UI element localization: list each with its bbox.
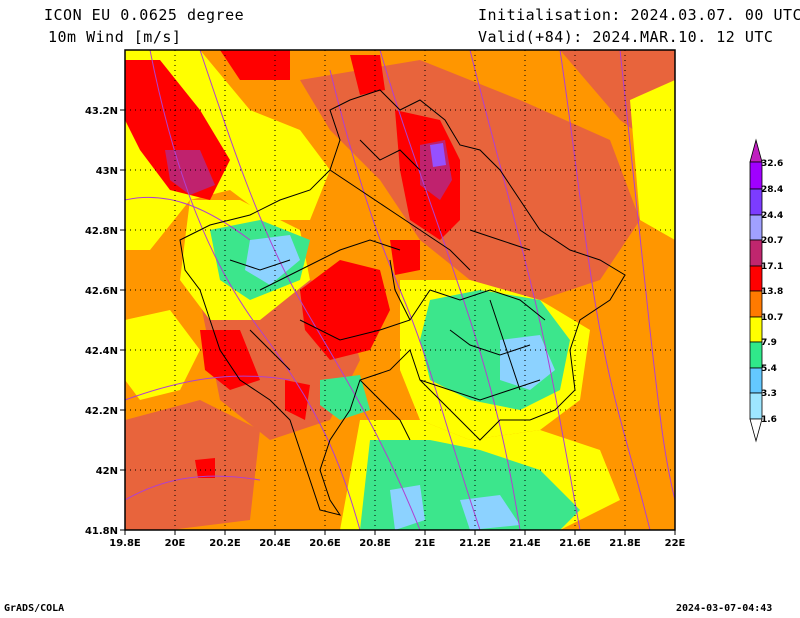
lon-label: 21.2E — [459, 538, 491, 549]
colorbar-bottom-arrow — [749, 418, 763, 443]
generated-timestamp: 2024-03-07-04:43 — [676, 603, 773, 614]
lat-label: 42.2N — [85, 406, 118, 417]
colorbar-label: 28.4 — [761, 185, 783, 195]
colorbar-label: 20.7 — [761, 236, 783, 246]
streamlines — [125, 50, 675, 530]
lon-label: 21.8E — [609, 538, 641, 549]
colorbar-label: 10.7 — [761, 313, 783, 323]
lon-label: 22E — [665, 538, 686, 549]
graticule — [125, 50, 675, 530]
lon-label: 20.8E — [359, 538, 391, 549]
lat-label: 42.6N — [85, 286, 118, 297]
colorbar-label: 32.6 — [761, 159, 783, 169]
model-title: ICON EU 0.0625 degree — [44, 6, 245, 24]
colorbar-legend: 32.6 28.4 24.4 20.7 17.1 13.8 10.7 7.9 5… — [749, 138, 783, 443]
initialisation-label: Initialisation: 2024.03.07. 00 UTC — [478, 6, 800, 24]
colorbar-label: 5.4 — [761, 364, 777, 374]
valid-time-label: Valid(+84): 2024.MAR.10. 12 UTC — [478, 28, 774, 46]
lat-label: 43.2N — [85, 106, 118, 117]
longitude-labels: 19.8E 20E 20.2E 20.4E 20.6E 20.8E 21E 21… — [109, 538, 685, 549]
lat-label: 42.4N — [85, 346, 118, 357]
lon-label: 19.8E — [109, 538, 141, 549]
axis-ticks — [120, 109, 676, 535]
credit-label: GrADS/COLA — [4, 603, 65, 614]
lat-label: 41.8N — [85, 526, 118, 537]
lon-label: 21.6E — [559, 538, 591, 549]
latitude-labels: 43.2N 43N 42.8N 42.6N 42.4N 42.2N 42N 41… — [85, 106, 118, 537]
lat-label: 42N — [96, 466, 118, 477]
lon-label: 20.6E — [309, 538, 341, 549]
colorbar-label: 17.1 — [761, 262, 783, 272]
lon-label: 20E — [165, 538, 186, 549]
lon-label: 21.4E — [509, 538, 541, 549]
lon-label: 20.4E — [259, 538, 291, 549]
colorbar-label: 1.6 — [761, 415, 777, 425]
lon-label: 20.2E — [209, 538, 241, 549]
colorbar-label: 7.9 — [761, 338, 777, 348]
colorbar-label: 3.3 — [761, 389, 777, 399]
lat-label: 42.8N — [85, 226, 118, 237]
colorbar-label: 13.8 — [761, 287, 783, 297]
field-title: 10m Wind [m/s] — [48, 28, 182, 46]
colorbar-label: 24.4 — [761, 211, 783, 221]
lon-label: 21E — [415, 538, 436, 549]
lat-label: 43N — [96, 166, 118, 177]
